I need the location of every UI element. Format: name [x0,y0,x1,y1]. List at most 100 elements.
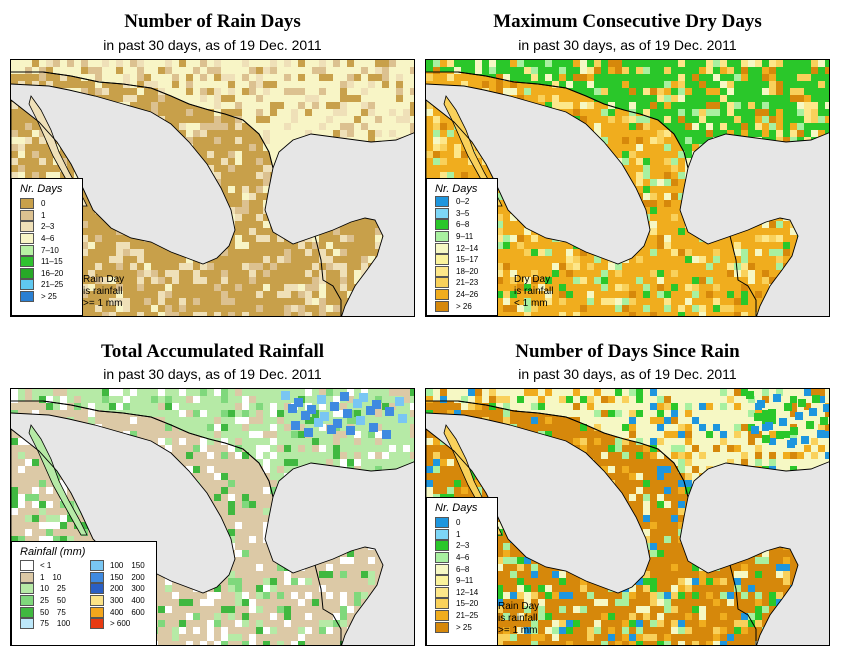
grid-cell [657,592,664,599]
grid-cell [622,284,629,291]
grid-cell [664,74,671,81]
legend-item: 0 [435,517,497,529]
grid-cell [440,389,447,396]
grid-cell [284,606,291,613]
grid-cell [811,116,818,123]
grid-cell [769,277,776,284]
grid-cell [11,109,18,116]
grid-cell [510,270,517,277]
grid-cell [256,95,263,102]
grid-cell [622,634,629,641]
grid-cell [18,494,25,501]
grid-cell [340,88,347,95]
grid-cell [284,445,291,452]
grid-cell [706,641,713,645]
grid-cell [242,641,249,645]
grid-cell [200,130,207,137]
grid-cell [249,298,256,305]
grid-cell [235,109,242,116]
grid-cell [636,172,643,179]
grid-cell [340,606,347,613]
grid-cell [333,438,340,445]
grid-cell [361,123,368,130]
grid-cell [447,130,454,137]
grid-cell [776,116,783,123]
grid-cell [783,431,790,438]
legend-item: 15–17 [435,254,497,266]
grid-cell [228,515,235,522]
grid-cell [636,389,643,396]
grid-cell [566,270,573,277]
grid-cell [622,298,629,305]
grid-cell [277,291,284,298]
grid-cell [32,494,39,501]
grid-cell [650,186,657,193]
legend-swatch [20,606,34,618]
grid-cell [692,445,699,452]
grid-cell [559,592,566,599]
grid-cell [221,487,228,494]
grid-cell [382,67,389,74]
grid-cell [263,445,270,452]
grid-cell [25,137,32,144]
grid-cell [748,277,755,284]
grid-cell [699,312,706,316]
grid-cell [699,67,706,74]
legend-swatch [435,219,449,231]
grid-cell [503,291,510,298]
grid-cell [326,627,333,634]
grid-cell [755,431,762,438]
grid-cell [601,60,608,67]
grid-cell [403,109,410,116]
grid-cell [440,396,447,403]
grid-cell [81,284,88,291]
grid-cell [801,436,809,444]
grid-cell [312,438,319,445]
grid-cell [235,438,242,445]
grid-cell [664,67,671,74]
grid-cell [594,67,601,74]
grid-cell [657,473,664,480]
grid-cell [580,606,587,613]
grid-cell [320,412,329,421]
grid-cell [340,599,347,606]
grid-cell [39,158,46,165]
grid-cell [517,242,524,249]
grid-cell [242,88,249,95]
grid-cell [158,438,165,445]
grid-cell [559,74,566,81]
grid-cell [228,242,235,249]
grid-cell [109,228,116,235]
grid-cell [741,312,748,316]
grid-cell [769,270,776,277]
grid-cell [769,116,776,123]
grid-cell [580,263,587,270]
grid-cell [200,151,207,158]
grid-cell [727,417,734,424]
grid-cell [496,193,503,200]
panel-subtitle: in past 30 days, as of 19 Dec. 2011 [518,366,737,382]
grid-cell [657,550,664,557]
grid-cell [510,81,517,88]
grid-cell [650,445,657,452]
grid-cell [403,424,410,431]
grid-cell [60,74,67,81]
grid-cell [720,627,727,634]
grid-cell [67,403,74,410]
grid-cell [102,88,109,95]
grid-cell [263,641,270,645]
grid-cell [426,480,433,487]
grid-cell [636,445,643,452]
grid-cell [221,396,228,403]
grid-cell [305,438,312,445]
grid-cell [270,613,277,620]
grid-cell [263,165,270,172]
grid-cell [165,270,172,277]
grid-cell [123,242,130,249]
grid-cell [186,466,193,473]
grid-cell [333,242,340,249]
grid-cell [256,242,263,249]
grid-cell [130,389,137,396]
grid-cell [762,459,769,466]
grid-cell [636,410,643,417]
